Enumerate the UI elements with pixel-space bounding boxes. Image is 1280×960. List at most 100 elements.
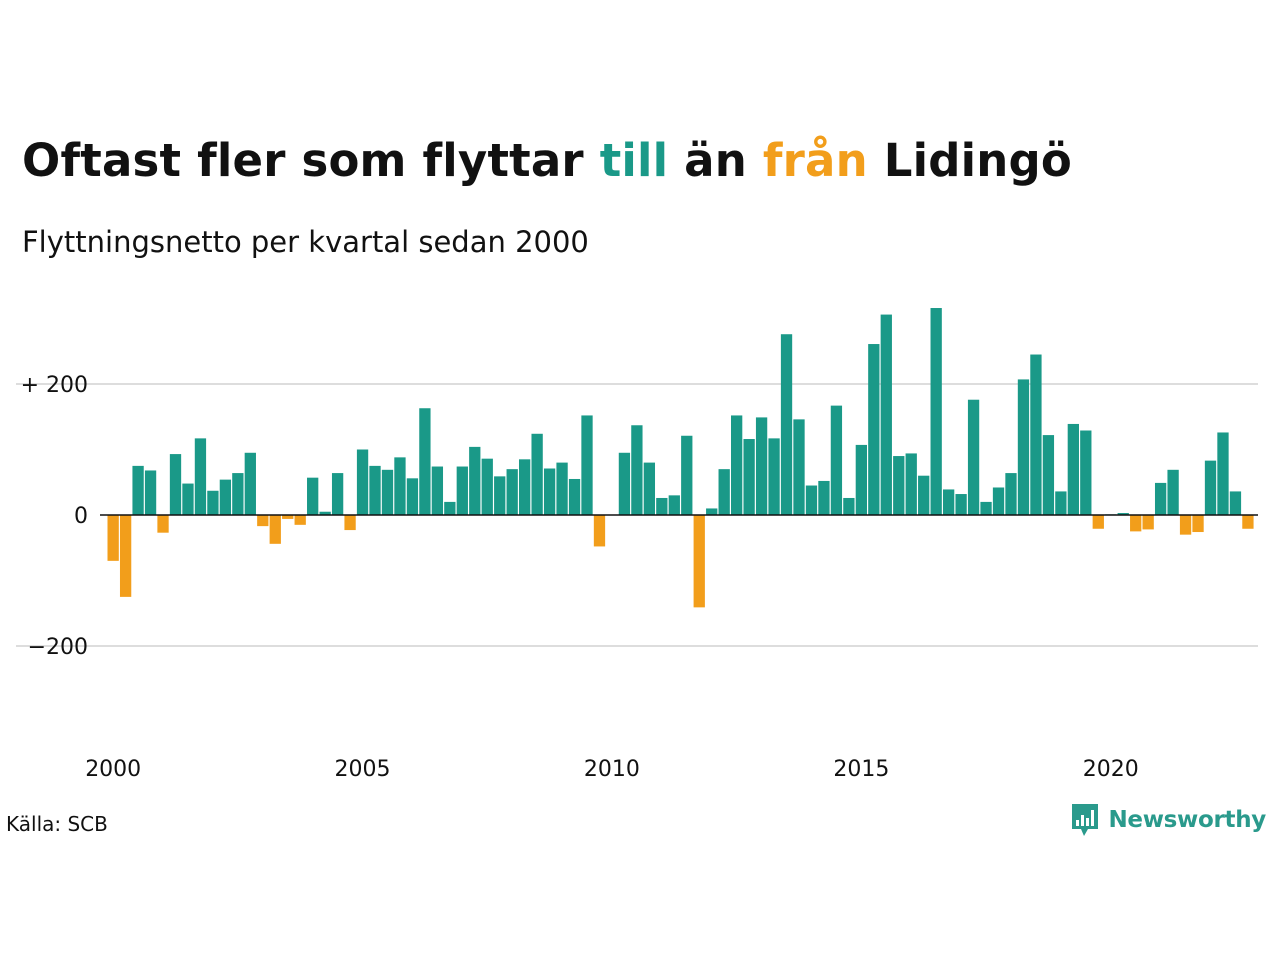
bar <box>1154 482 1167 515</box>
x-tick-label: 2020 <box>1083 757 1139 782</box>
bar <box>668 495 680 515</box>
y-tick-label: 0 <box>74 504 88 529</box>
bar <box>768 438 780 516</box>
bar <box>706 508 718 515</box>
bar <box>269 515 281 544</box>
x-tick-label: 2000 <box>85 757 141 782</box>
bar <box>905 453 917 515</box>
title-till: till <box>599 134 669 187</box>
bar <box>319 511 331 516</box>
bar <box>282 515 294 519</box>
bar <box>880 314 892 515</box>
bar <box>743 439 755 515</box>
bar <box>855 444 867 515</box>
bar <box>1217 432 1229 515</box>
x-axis-labels: 2000 2005 2010 2015 2020 <box>85 757 1139 782</box>
bar <box>169 454 182 515</box>
bar <box>1179 515 1192 535</box>
bar <box>1242 515 1254 529</box>
bar <box>930 308 942 515</box>
bar <box>307 477 319 516</box>
bar <box>1167 469 1179 516</box>
chart-title: Oftast fler som flyttar till än från Lid… <box>22 131 1072 191</box>
title-part-1: Oftast fler som flyttar <box>22 134 600 187</box>
bar <box>331 473 344 515</box>
bar <box>1117 513 1129 515</box>
bar-chart: + 200 0 −200 2000 2005 2010 2015 2020 <box>16 308 1258 782</box>
bar <box>1005 473 1017 515</box>
bar <box>656 497 668 515</box>
y-tick-label: + 200 <box>21 373 88 398</box>
bar <box>955 494 967 515</box>
bar <box>1017 379 1030 515</box>
bar <box>469 446 481 515</box>
bar <box>406 478 419 515</box>
bar <box>1080 430 1092 515</box>
bar <box>194 438 207 516</box>
bar <box>631 425 643 515</box>
bar <box>1067 423 1079 515</box>
bar <box>444 501 456 515</box>
brand-logo: Newsworthy <box>1070 802 1266 838</box>
bar <box>1142 515 1154 530</box>
bar <box>1092 515 1104 529</box>
bar <box>593 515 606 547</box>
bars <box>107 308 1254 608</box>
bar <box>731 415 743 515</box>
bar <box>257 515 269 527</box>
bar <box>643 462 656 515</box>
bar <box>1229 491 1242 515</box>
grid-lines <box>16 383 1258 647</box>
x-tick-label: 2010 <box>584 757 640 782</box>
bar <box>618 452 631 515</box>
title-fran: från <box>762 134 868 187</box>
y-tick-label: −200 <box>28 635 88 660</box>
x-tick-label: 2005 <box>335 757 391 782</box>
chart-subtitle: Flyttningsnetto per kvartal sedan 2000 <box>22 225 589 259</box>
bar <box>556 462 568 515</box>
bar <box>182 483 194 515</box>
bar <box>681 435 693 516</box>
bar <box>494 476 506 516</box>
bar <box>967 399 980 515</box>
newsworthy-chart-icon <box>1072 804 1099 836</box>
bar <box>1204 460 1217 515</box>
bar <box>980 501 992 515</box>
bar <box>830 405 843 516</box>
bar <box>543 468 556 516</box>
bar <box>818 480 830 515</box>
bar <box>119 515 132 597</box>
bar <box>107 515 119 561</box>
bar <box>992 487 1005 515</box>
title-part-3: Lidingö <box>867 134 1072 187</box>
bar <box>519 459 531 515</box>
source-label: Källa: SCB <box>6 812 108 836</box>
x-tick-label: 2015 <box>833 757 889 782</box>
bar <box>207 490 219 515</box>
bar <box>157 515 169 533</box>
bar <box>456 466 468 515</box>
bar <box>1130 515 1142 532</box>
title-part-2: än <box>668 134 763 187</box>
bar <box>693 515 705 608</box>
bar <box>1030 354 1042 515</box>
bar <box>718 469 730 515</box>
brand-name: Newsworthy <box>1108 807 1266 833</box>
bar <box>219 479 232 515</box>
bar <box>868 344 880 515</box>
bar <box>232 473 244 515</box>
bar <box>132 465 144 516</box>
bar <box>793 419 805 515</box>
bar <box>294 515 306 525</box>
bar <box>381 469 394 516</box>
bar <box>481 458 493 515</box>
bar <box>531 433 543 515</box>
bar <box>356 449 369 515</box>
bar <box>568 478 581 515</box>
bar <box>893 456 905 515</box>
bar <box>144 470 157 515</box>
bar <box>780 334 793 515</box>
y-axis-labels: + 200 0 −200 <box>21 373 88 660</box>
bar <box>369 465 381 516</box>
bar <box>942 489 955 515</box>
